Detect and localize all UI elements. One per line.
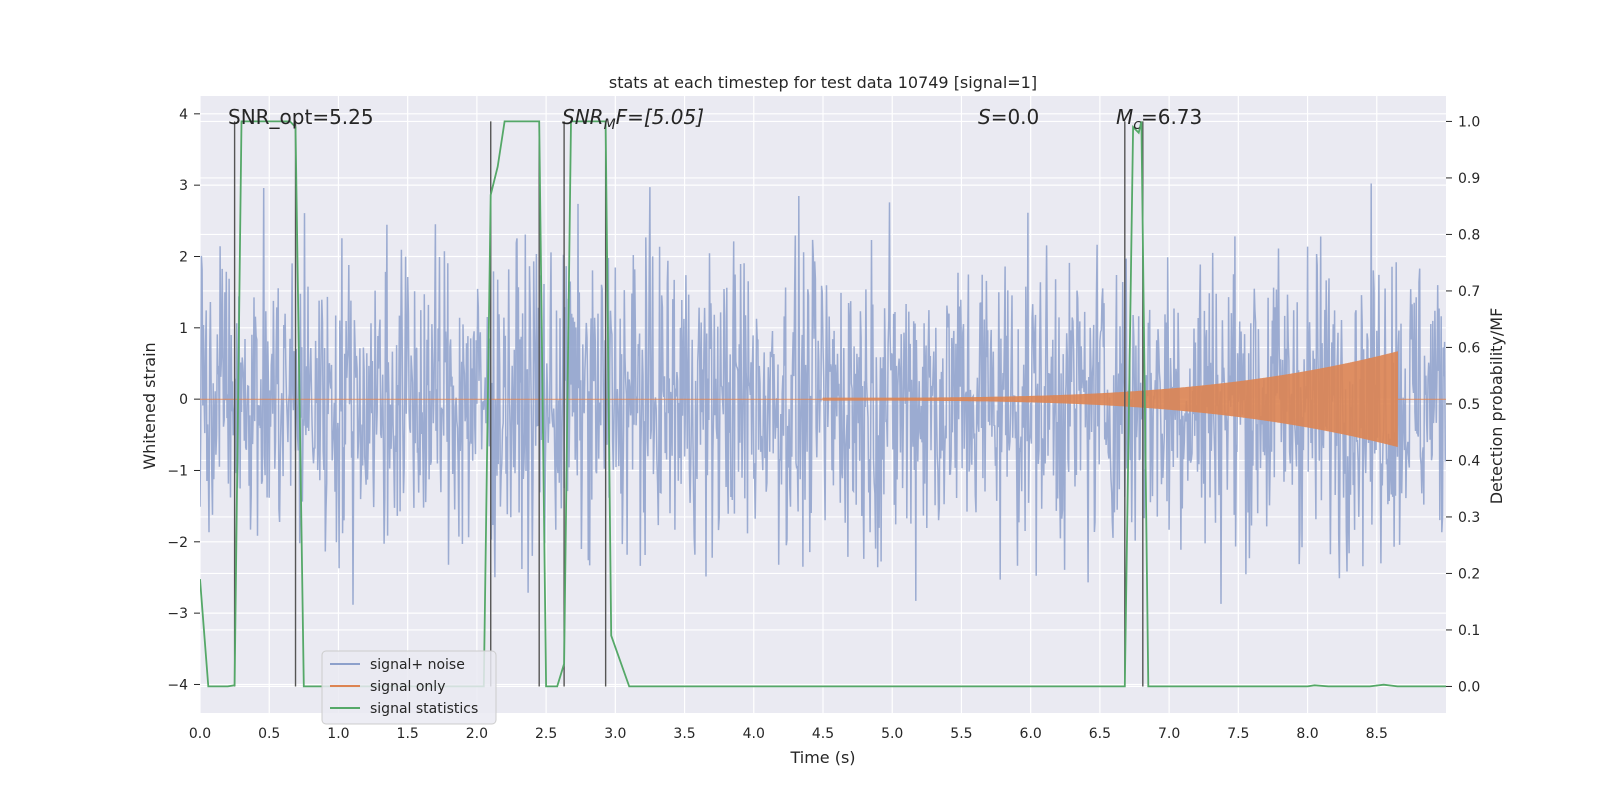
y-left-tick-label: 4 xyxy=(179,107,188,123)
y-left-tick-label: −2 xyxy=(167,535,188,551)
snr-mf-annotation: SNRMF=[5.05] xyxy=(562,105,704,133)
x-axis-label: Time (s) xyxy=(789,748,855,767)
x-tick-label: 6.5 xyxy=(1089,726,1111,742)
legend-label-signal: signal only xyxy=(370,679,445,695)
s-var: S xyxy=(978,105,991,129)
y-right-axis-label: Detection probability/MF xyxy=(1487,308,1506,505)
x-tick-label: 0.0 xyxy=(189,726,211,742)
y-left-tick-label: 0 xyxy=(179,392,188,408)
x-tick-label: 3.0 xyxy=(604,726,626,742)
y-left-tick-label: −4 xyxy=(167,677,188,693)
x-tick-label: 5.5 xyxy=(950,726,972,742)
mc-sub: c xyxy=(1133,117,1141,133)
x-tick-label: 1.0 xyxy=(327,726,349,742)
x-tick-label: 8.5 xyxy=(1366,726,1388,742)
y-right-tick-label: 0.4 xyxy=(1458,453,1480,469)
y-right-tick-label: 0.2 xyxy=(1458,566,1480,582)
x-tick-label: 7.0 xyxy=(1158,726,1180,742)
y-right-axis-ticks: 0.0 0.1 0.2 0.3 0.4 0.5 0.6 0.7 0.8 0.9 1.0 xyxy=(1446,114,1480,695)
legend-box xyxy=(321,650,497,725)
y-right-tick-label: 0.6 xyxy=(1458,340,1480,356)
snr-mf-main: SNR xyxy=(562,105,604,129)
x-tick-label: 0.5 xyxy=(258,726,280,742)
x-tick-label: 2.5 xyxy=(535,726,557,742)
x-tick-label: 8.0 xyxy=(1296,726,1318,742)
detection-boundary-lines xyxy=(233,121,1144,687)
mc-var: M xyxy=(1116,105,1133,129)
x-tick-label: 2.0 xyxy=(466,726,488,742)
y-left-tick-label: 3 xyxy=(179,178,188,194)
chart-title: stats at each timestep for test data 107… xyxy=(609,73,1037,92)
y-right-tick-label: 0.3 xyxy=(1458,510,1480,526)
y-right-tick-label: 0.1 xyxy=(1458,623,1480,639)
x-tick-label: 6.0 xyxy=(1020,726,1042,742)
x-tick-label: 4.5 xyxy=(812,726,834,742)
s-annotation: S=0.0 xyxy=(978,105,1039,129)
y-left-tick-label: 2 xyxy=(179,249,188,265)
y-right-tick-label: 0.8 xyxy=(1458,227,1480,243)
x-tick-label: 3.5 xyxy=(673,726,695,742)
y-left-tick-label: −1 xyxy=(167,463,188,479)
x-tick-label: 1.5 xyxy=(397,726,419,742)
x-tick-label: 4.0 xyxy=(743,726,765,742)
signal-statistics-line xyxy=(200,120,1446,688)
y-left-tick-label: 1 xyxy=(179,321,188,337)
y-left-axis-label: Whitened strain xyxy=(140,342,159,469)
legend-label-noise: signal+ noise xyxy=(370,657,465,673)
legend: signal+ noise signal only signal statist… xyxy=(321,650,497,725)
x-tick-label: 5.0 xyxy=(881,726,903,742)
x-axis-ticks: 0.0 0.5 1.0 1.5 2.0 2.5 3.0 3.5 4.0 4.5 5.0 5.5 6.0 6… xyxy=(189,726,1388,742)
snr-mf-rest-italic: F=[5.05] xyxy=(616,105,704,129)
s-value: =0.0 xyxy=(991,105,1040,129)
mc-annotation: Mc=6.73 xyxy=(1116,105,1202,133)
y-left-tick-label: −3 xyxy=(167,606,188,622)
snr-mf-sub: M xyxy=(604,117,616,133)
snr-opt-annotation: SNR_opt=5.25 xyxy=(228,105,374,129)
legend-label-stats: signal statistics xyxy=(370,701,478,717)
y-right-tick-label: 0.0 xyxy=(1458,679,1480,695)
y-right-tick-label: 0.9 xyxy=(1458,171,1480,187)
y-right-tick-label: 1.0 xyxy=(1458,114,1480,130)
signal-only-line xyxy=(200,351,1446,447)
y-left-axis-ticks: −4 −3 −2 −1 0 1 2 3 4 xyxy=(167,107,200,693)
mc-value: =6.73 xyxy=(1141,105,1202,129)
x-tick-label: 7.5 xyxy=(1227,726,1249,742)
y-right-tick-label: 0.5 xyxy=(1458,397,1480,413)
y-right-tick-label: 0.7 xyxy=(1458,284,1480,300)
signal-plus-noise-line xyxy=(200,183,1446,605)
